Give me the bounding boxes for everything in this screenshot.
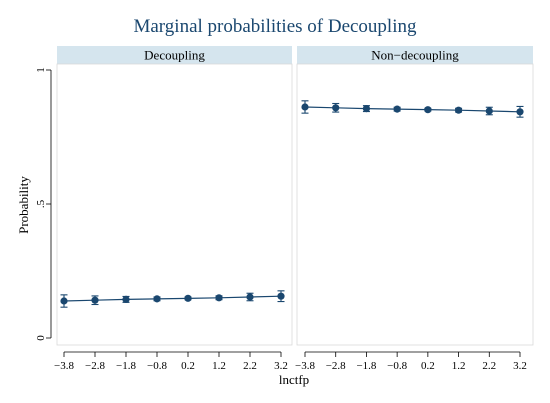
strip-label-decoupling: Decoupling (144, 48, 205, 63)
y-tick-label-0: 0 (35, 335, 47, 341)
data-point-1-6 (485, 107, 493, 115)
x-axis-title: lnctfp (279, 372, 309, 387)
x-tick-label-0-3: −0.8 (147, 360, 167, 372)
data-point-0-7 (277, 292, 285, 300)
x-tick-label-0-7: 3.2 (274, 360, 288, 372)
data-point-1-1 (332, 104, 340, 112)
chart-title: Marginal probabilities of Decoupling (133, 16, 417, 37)
data-point-1-2 (362, 104, 371, 113)
x-tick-label-1-0: −3.8 (295, 360, 315, 372)
y-axis-title: Probability (16, 176, 31, 234)
x-tick-label-0-6: 2.2 (243, 360, 257, 372)
strip-non-decoupling (297, 46, 533, 64)
x-tick-label-0-1: −2.8 (85, 360, 105, 372)
x-axis-non-decoupling: −3.8 −2.8 −1.8 −0.8 0.2 1.2 2.2 3.2 (295, 351, 527, 372)
plot-area-decoupling (56, 63, 293, 346)
x-tick-label-0-0: −3.8 (54, 360, 74, 372)
plot-area-non-decoupling (296, 63, 534, 346)
series-line-1 (304, 106, 521, 113)
strip-decoupling (57, 46, 292, 64)
x-tick-label-1-3: −0.8 (387, 360, 407, 372)
y-tick-label-2: 1 (35, 67, 47, 73)
series-line-0 (63, 295, 282, 302)
x-tick-label-1-5: 1.2 (452, 360, 466, 372)
x-tick-label-1-1: −2.8 (326, 360, 346, 372)
data-point-0-1 (91, 296, 99, 304)
data-point-1-5 (454, 106, 463, 114)
x-tick-label-1-7: 3.2 (513, 360, 527, 372)
data-point-1-7 (516, 108, 524, 116)
data-point-1-4 (424, 106, 432, 114)
x-tick-label-1-2: −1.8 (356, 360, 376, 372)
x-axis-decoupling: −3.8 −2.8 −1.8 −0.8 0.2 1.2 2.2 3.2 (54, 351, 288, 372)
x-tick-label-0-2: −1.8 (116, 360, 136, 372)
x-tick-label-1-6: 2.2 (482, 360, 496, 372)
strip-label-non-decoupling: Non−decoupling (371, 48, 459, 63)
y-axis: 0.51 (35, 67, 52, 341)
x-tick-label-0-4: 0.2 (181, 360, 195, 372)
y-tick-label-1: .5 (35, 199, 47, 208)
data-point-0-5 (215, 294, 223, 302)
data-point-0-0 (60, 297, 68, 305)
series-non-decoupling (301, 100, 524, 118)
data-point-0-3 (153, 295, 161, 303)
data-point-1-3 (393, 105, 401, 113)
data-point-0-4 (184, 294, 192, 302)
series-decoupling (60, 290, 285, 308)
x-tick-label-0-5: 1.2 (212, 360, 226, 372)
panel-non-decoupling: Non−decoupling (296, 46, 534, 346)
data-point-0-2 (122, 295, 130, 304)
data-point-1-0 (301, 103, 309, 111)
x-tick-label-1-4: 0.2 (421, 360, 435, 372)
data-point-0-6 (246, 293, 254, 301)
